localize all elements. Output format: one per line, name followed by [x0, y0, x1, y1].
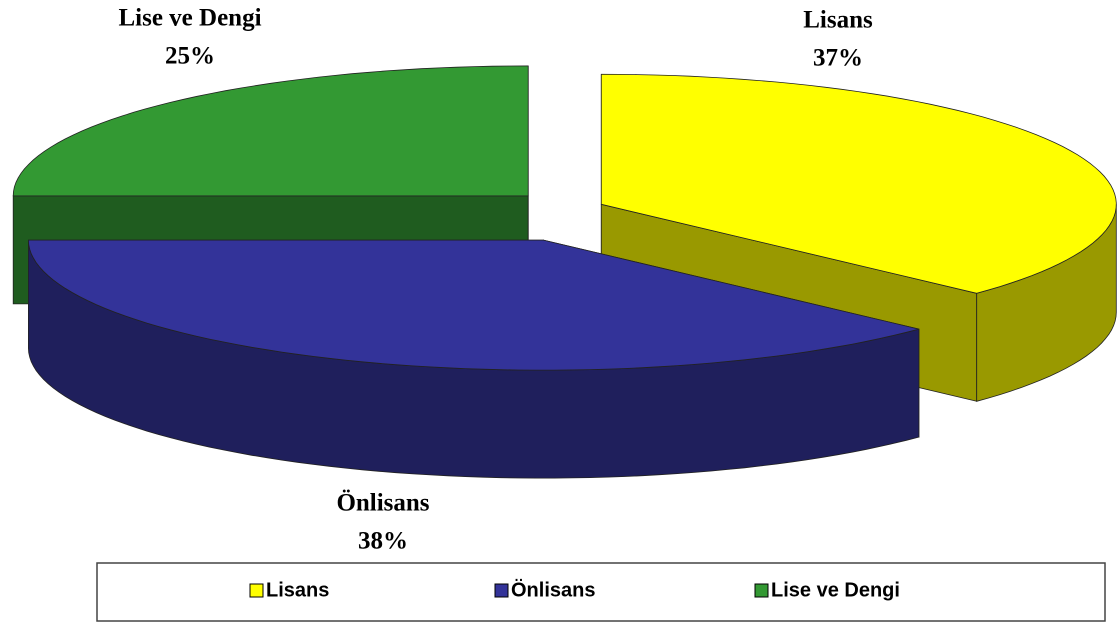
- slice-label: Lise ve Dengi: [118, 5, 261, 32]
- slice-value-label: 38%: [358, 528, 408, 555]
- slice-top: [27, 239, 919, 371]
- legend-label: Lise ve Dengi: [771, 579, 900, 601]
- slice-top: [12, 65, 529, 197]
- legend-swatch: [249, 583, 264, 598]
- slice: [27, 239, 920, 479]
- legend-swatch: [754, 583, 769, 598]
- slice-label: Lisans: [803, 7, 873, 34]
- legend-swatch: [494, 583, 509, 598]
- legend-label: Önlisans: [511, 578, 595, 601]
- legend-label: Lisans: [266, 579, 329, 601]
- slice-label: Önlisans: [336, 490, 429, 517]
- slice-value-label: 37%: [813, 45, 863, 72]
- slice-top: [600, 73, 1117, 294]
- legend-box: [96, 562, 1106, 622]
- slice-value-label: 25%: [165, 43, 215, 70]
